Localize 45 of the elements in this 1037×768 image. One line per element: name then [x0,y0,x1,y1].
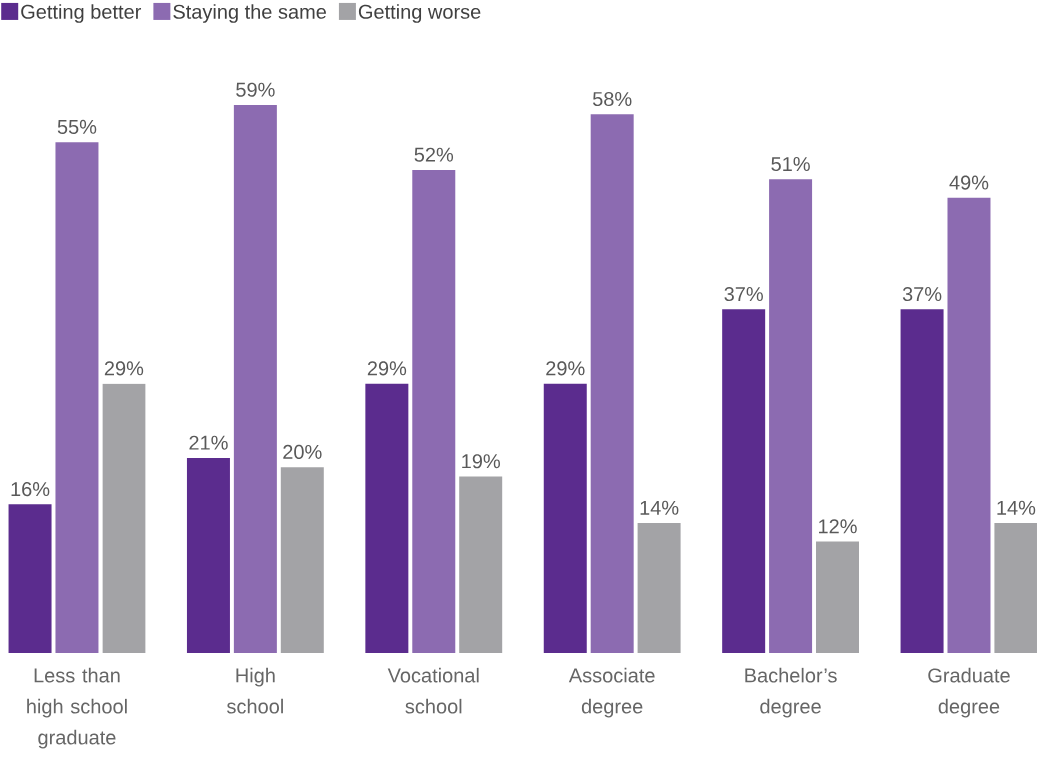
data-label: 16% [11,482,50,497]
data-label: 37% [724,286,763,302]
data-label: 19% [462,454,500,469]
bar [280,467,324,653]
x-tick-label: Bachelor’s degree [745,667,837,718]
bar [186,457,230,653]
x-tick-label: High school [227,667,283,714]
bar [459,476,503,653]
bar [769,179,813,653]
x-tick-label: Vocational school [387,667,479,714]
data-label: 29% [367,361,407,376]
data-label: 59% [236,82,275,97]
data-label: 29% [104,361,144,376]
data-label: 14% [640,500,679,515]
data-label: 49% [949,175,989,190]
x-tick-label: Less than high school graduate [27,667,127,749]
data-label: 20% [283,444,322,460]
bar [102,383,146,653]
x-tick-label: Graduate degree [928,667,1010,718]
legend-label: Getting worse [358,4,481,23]
x-tick-label: Associate degree [568,667,655,718]
data-label: 14% [997,500,1036,515]
bar [590,114,634,653]
data-label: 37% [902,286,942,302]
bar [233,104,277,653]
data-label: 55% [57,119,97,134]
legend-label: Getting better [21,4,142,23]
bar [722,309,766,653]
bar [947,197,991,653]
data-label: 52% [414,147,454,162]
bar [816,541,860,653]
data-label: 58% [592,91,632,107]
data-label: 29% [546,361,585,376]
data-label: 12% [819,519,857,534]
bar [994,522,1037,653]
bar [543,383,587,653]
bar [55,142,99,653]
legend-label: Staying the same [173,4,326,23]
bar [412,170,456,653]
data-label: 51% [771,157,810,172]
bar [900,309,944,653]
bar [637,522,681,653]
bar [365,383,409,653]
data-label: 21% [189,435,228,450]
bar [8,504,52,653]
